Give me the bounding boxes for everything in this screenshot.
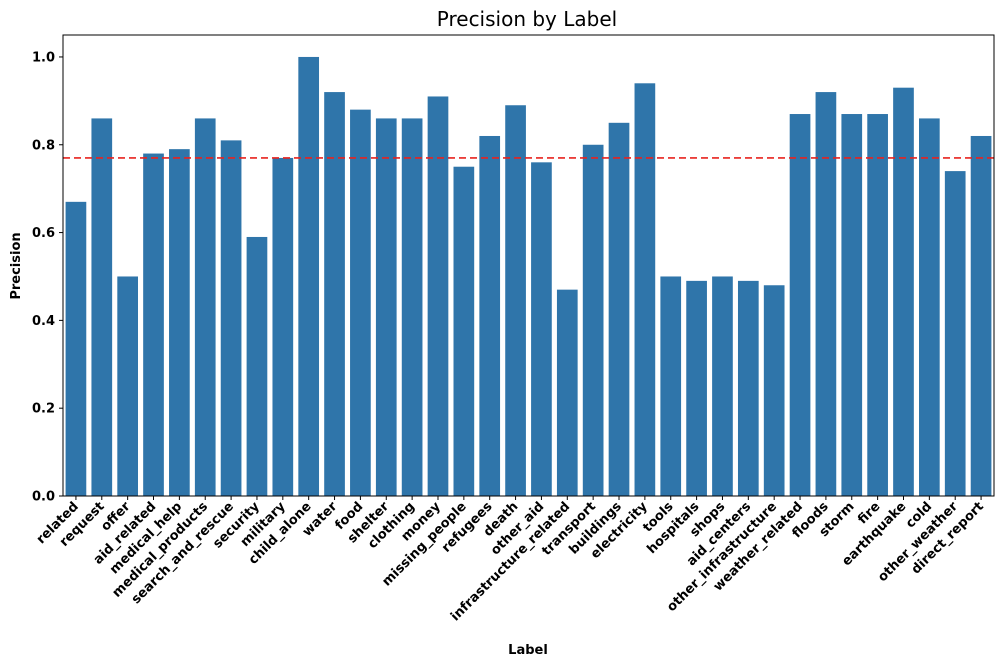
bar-offer bbox=[117, 276, 138, 496]
plot-frame bbox=[62, 34, 995, 497]
y-axis-label: Precision bbox=[9, 232, 24, 299]
bar-floods bbox=[815, 92, 837, 497]
x-axis: relatedrequestofferaid_relatedmedical_he… bbox=[34, 496, 987, 624]
bar-direct_report bbox=[970, 135, 992, 496]
bar-clothing bbox=[401, 118, 423, 497]
bar-electricity bbox=[634, 83, 656, 497]
bar-storm bbox=[841, 114, 863, 497]
bar-other_aid bbox=[531, 162, 552, 497]
bar-death bbox=[505, 105, 526, 496]
bar-transport bbox=[582, 144, 604, 496]
y-tick-label: 1.0 bbox=[32, 50, 55, 65]
bar-weather_related bbox=[789, 114, 811, 497]
bar-aid_related bbox=[143, 153, 164, 497]
bar-refugees bbox=[479, 135, 501, 496]
bar-military bbox=[272, 157, 294, 496]
bar-infrastructure_related bbox=[556, 289, 578, 496]
bar-medical_products bbox=[194, 118, 216, 497]
y-tick-label: 0.4 bbox=[32, 314, 55, 329]
bar-shelter bbox=[375, 118, 397, 497]
plot-area bbox=[62, 34, 995, 497]
bar-buildings bbox=[608, 122, 630, 497]
chart-title: Precision by Label bbox=[437, 7, 617, 31]
y-tick-label: 0.0 bbox=[32, 490, 55, 505]
bar-request bbox=[91, 118, 113, 497]
bar-security bbox=[246, 236, 268, 496]
bar-fire bbox=[867, 114, 888, 497]
bar-hospitals bbox=[686, 280, 707, 496]
bar-water bbox=[324, 92, 345, 497]
bar-medical_help bbox=[169, 149, 190, 496]
bars-group bbox=[65, 56, 992, 497]
bar-food bbox=[350, 109, 371, 496]
bar-shops bbox=[712, 276, 733, 496]
bar-earthquake bbox=[893, 87, 914, 496]
bar-missing_people bbox=[453, 166, 475, 496]
y-tick-label: 0.8 bbox=[32, 138, 55, 153]
bar-related bbox=[65, 201, 87, 497]
bar-other_weather bbox=[944, 171, 966, 496]
x-axis-label: Label bbox=[508, 643, 548, 658]
bar-tools bbox=[660, 276, 682, 496]
bar-other_infrastructure bbox=[763, 285, 785, 496]
bar-aid_centers bbox=[737, 280, 759, 496]
y-tick-label: 0.2 bbox=[32, 402, 55, 417]
bar-money bbox=[427, 96, 449, 496]
y-axis: 0.0 0.2 0.4 0.6 0.8 1.0 bbox=[32, 50, 63, 505]
bar-child_alone bbox=[298, 56, 320, 496]
bar-search_and_rescue bbox=[220, 140, 242, 496]
y-tick-label: 0.6 bbox=[32, 226, 55, 241]
bar-cold bbox=[919, 118, 940, 497]
